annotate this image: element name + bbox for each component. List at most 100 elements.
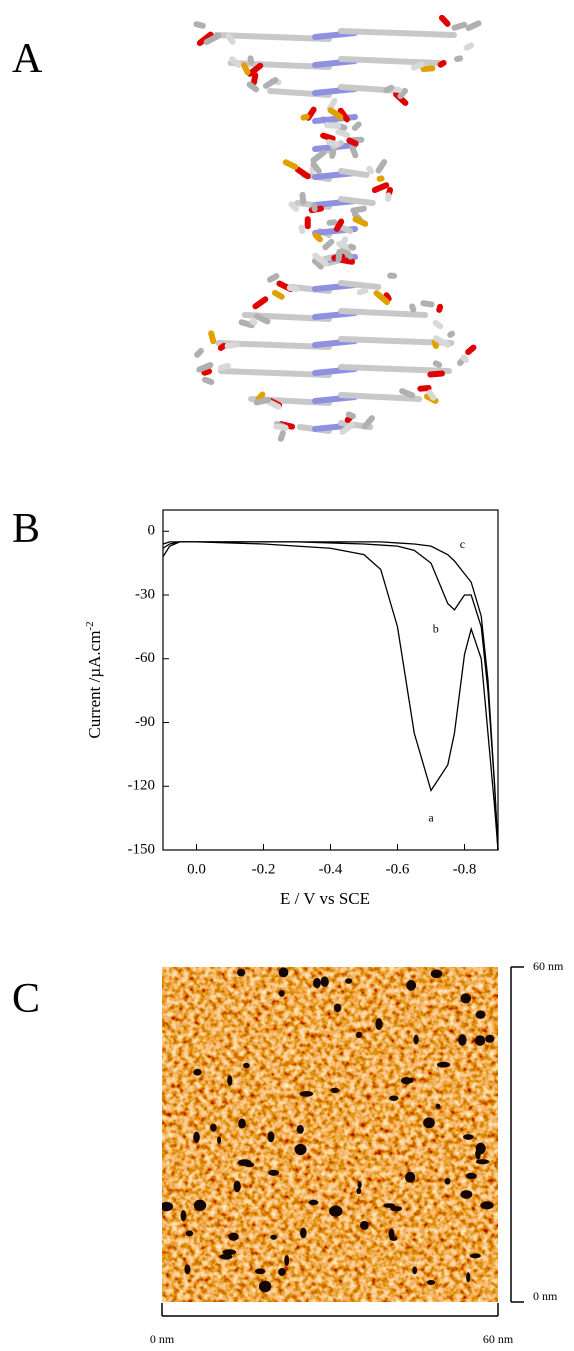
- bond: [335, 128, 351, 139]
- afm-pit: [233, 1180, 241, 1193]
- afm-pit: [409, 1077, 414, 1083]
- bond: [383, 84, 395, 94]
- afm-pit: [389, 1095, 399, 1101]
- afm-pit: [462, 1134, 474, 1140]
- bond: [229, 56, 242, 68]
- afm-pit: [345, 978, 353, 984]
- bond: [352, 216, 369, 227]
- afm-pit: [228, 1232, 239, 1241]
- afm-pit: [355, 1031, 363, 1039]
- bond: [282, 159, 299, 170]
- bond: [338, 224, 354, 234]
- afm-pit: [299, 1091, 314, 1097]
- afm-pit: [465, 1172, 477, 1180]
- bond: [286, 284, 300, 293]
- y-tick-label: -90: [135, 714, 155, 730]
- bond: [356, 287, 369, 296]
- bond: [203, 32, 222, 46]
- bond: [436, 303, 444, 313]
- bond: [271, 289, 285, 300]
- bond: [431, 339, 439, 349]
- bond: [371, 182, 390, 194]
- afm-pit: [162, 1201, 174, 1212]
- bond: [196, 362, 214, 373]
- bond: [225, 33, 236, 45]
- bond: [432, 335, 451, 348]
- bond: [300, 113, 310, 121]
- afm-pit: [412, 1266, 418, 1275]
- afm-pit: [435, 1103, 441, 1109]
- x-axis-title: E / V vs SCE: [280, 889, 370, 908]
- afm-axes: [161, 966, 524, 1317]
- bond: [397, 87, 408, 100]
- line-series: [162, 541, 499, 851]
- bond: [340, 245, 354, 260]
- afm-pit: [375, 1018, 383, 1030]
- bond: [310, 161, 322, 175]
- bond: [312, 258, 324, 270]
- afm-y-label: 0 nm: [533, 1289, 558, 1303]
- bond: [348, 243, 357, 251]
- afm-pit: [469, 1253, 481, 1259]
- afm-pit: [430, 969, 443, 979]
- afm-texture: [162, 967, 498, 1302]
- bond: [208, 330, 217, 345]
- panel-label: C: [12, 976, 40, 1022]
- y-axis-title-text: Current /µA.cm: [85, 631, 104, 739]
- afm-pit: [328, 1205, 343, 1217]
- bond: [193, 21, 206, 29]
- bond: [338, 392, 423, 402]
- afm-pit: [217, 1136, 222, 1144]
- bond: [451, 21, 468, 31]
- bond: [241, 62, 251, 76]
- y-tick-label: -60: [135, 650, 155, 666]
- afm-pit: [278, 967, 289, 978]
- afm-pit: [294, 1143, 307, 1156]
- bond: [294, 166, 311, 180]
- afm-pit: [308, 1199, 319, 1206]
- bond: [217, 342, 227, 351]
- bond: [454, 55, 464, 63]
- bond: [338, 56, 443, 66]
- bond: [409, 303, 417, 313]
- bond: [246, 62, 264, 77]
- bond: [338, 256, 356, 265]
- afm-pit: [238, 1118, 246, 1129]
- bond: [338, 28, 457, 38]
- bond: [246, 81, 260, 93]
- bond: [224, 341, 240, 349]
- bond: [250, 72, 259, 86]
- bond: [325, 139, 340, 148]
- afm-pit: [296, 1124, 304, 1134]
- bond: [312, 232, 323, 243]
- bond: [427, 370, 446, 378]
- afm-pit: [460, 1190, 473, 1199]
- bond: [333, 218, 345, 232]
- bond: [322, 238, 335, 251]
- bond: [338, 168, 370, 178]
- bond: [399, 388, 416, 399]
- afm-pit: [436, 1061, 451, 1068]
- afm-pit: [389, 1236, 398, 1241]
- afm-pit: [333, 1003, 342, 1013]
- series-label: b: [433, 621, 439, 635]
- afm-pit: [460, 993, 472, 1004]
- bond: [335, 248, 343, 263]
- afm-pit: [219, 1253, 233, 1260]
- afm-pit: [466, 1272, 471, 1283]
- plot-frame: [162, 509, 499, 851]
- bond: [217, 368, 332, 378]
- bond: [366, 165, 374, 175]
- bond: [238, 319, 255, 329]
- bond: [447, 330, 456, 338]
- bond: [323, 122, 342, 129]
- bond: [326, 219, 338, 226]
- afm-pit: [267, 1131, 275, 1143]
- bond: [432, 360, 443, 368]
- bond: [349, 144, 359, 159]
- bond: [249, 318, 258, 326]
- bond: [463, 42, 475, 51]
- bond: [277, 430, 286, 442]
- afm-pit: [222, 1249, 237, 1256]
- afm-pit: [209, 1123, 217, 1132]
